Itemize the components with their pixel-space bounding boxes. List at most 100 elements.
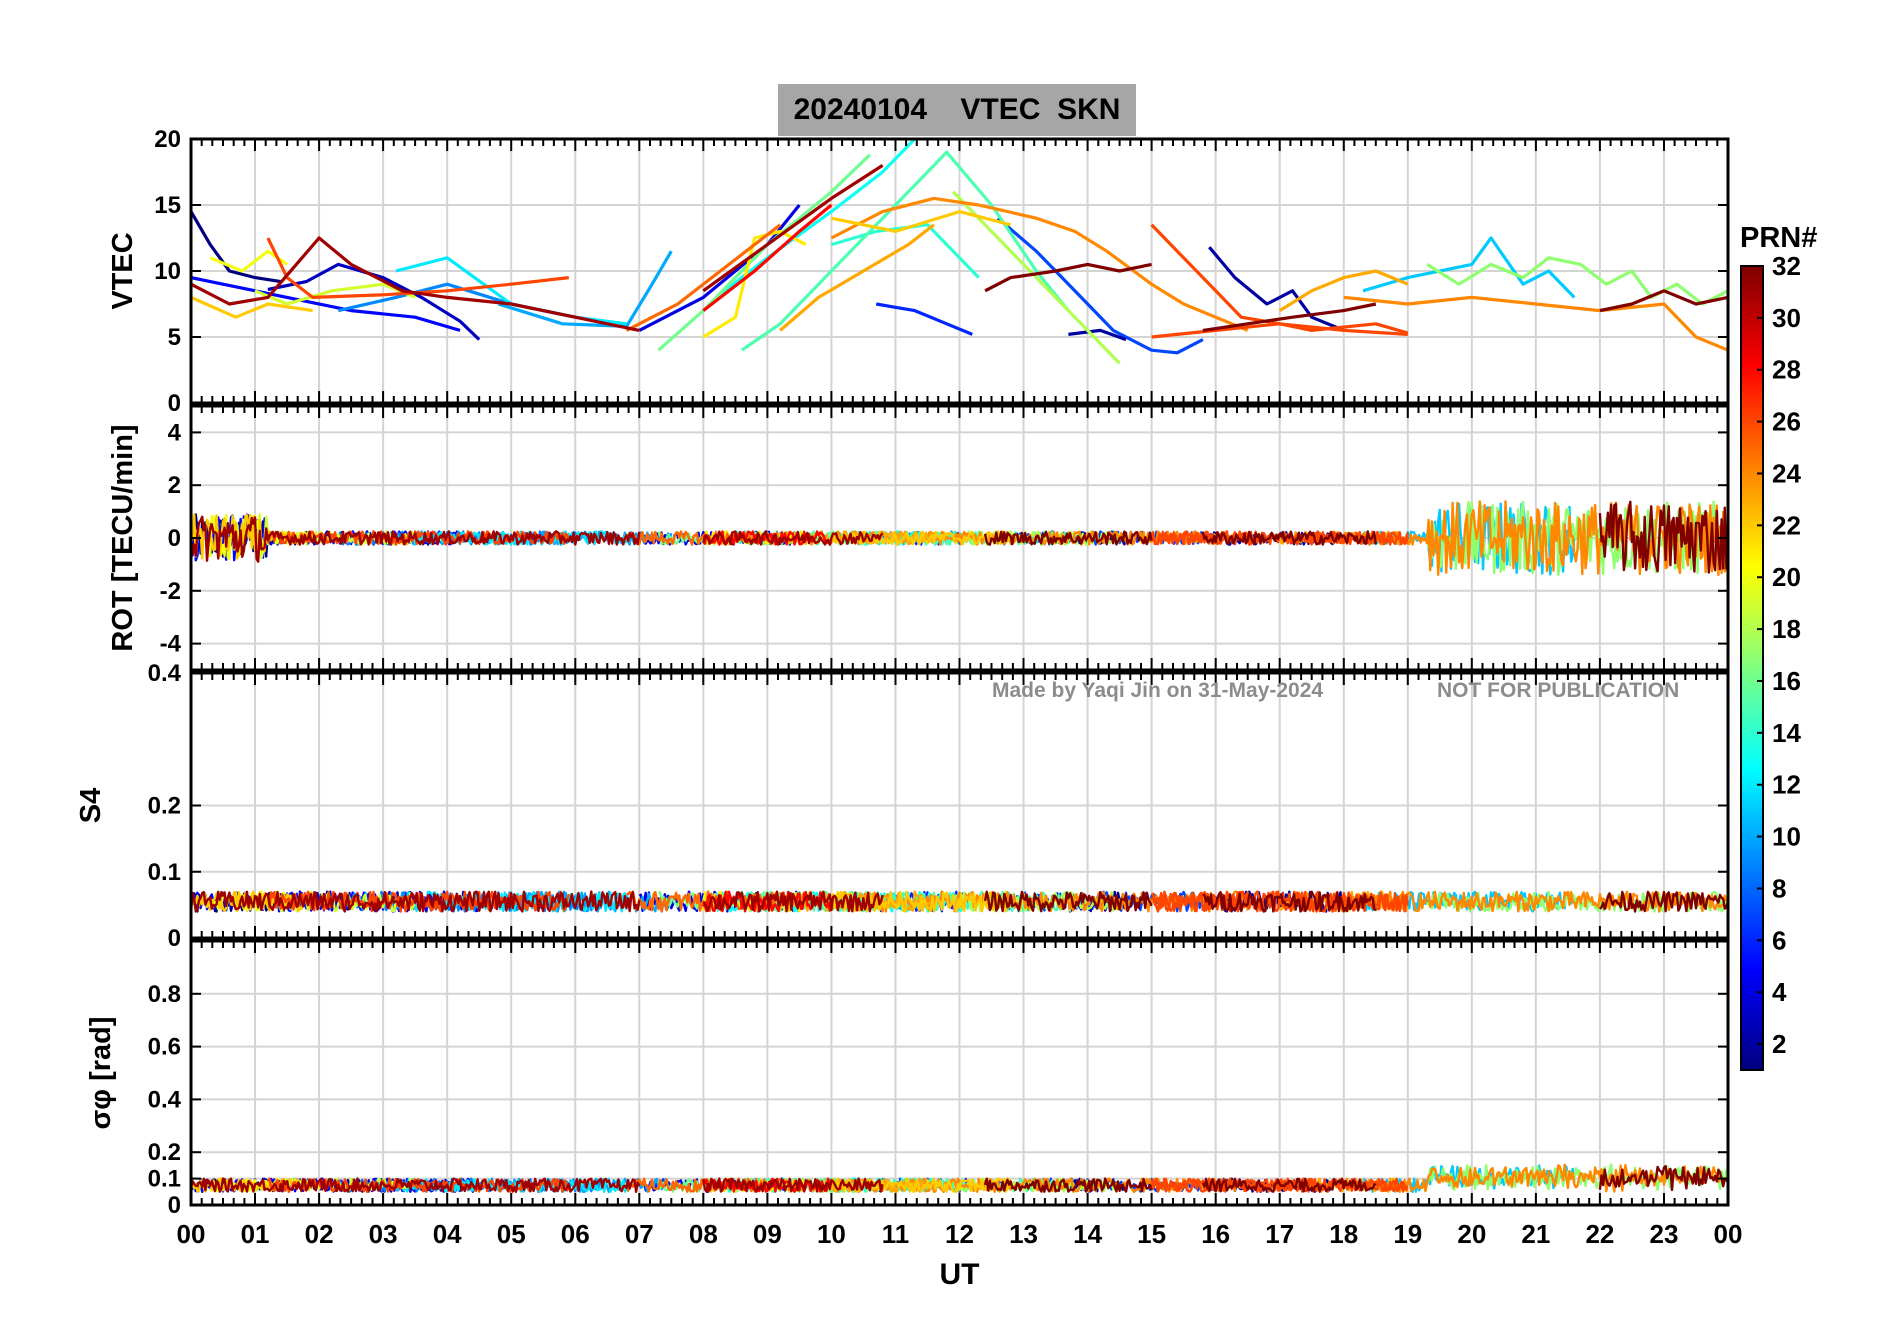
rot-ytick-label: 4 <box>168 419 182 446</box>
vtec-line-prn-17 <box>1426 256 1728 306</box>
s4-trace-prn-32 <box>983 890 1153 913</box>
x-tick-label: 05 <box>497 1219 526 1249</box>
chart-title: 20240104 VTEC SKN <box>778 84 1136 136</box>
sigma-trace-prn-28 <box>702 1177 833 1193</box>
colorbar-tick-label: 2 <box>1772 1029 1786 1059</box>
x-tick-label: 21 <box>1521 1219 1550 1249</box>
colorbar-tick-label: 28 <box>1772 355 1801 385</box>
colorbar-tick-label: 8 <box>1772 873 1786 903</box>
rot-x-ticks <box>190 406 1729 670</box>
sigma-trace-prn-24 <box>1342 1163 1728 1193</box>
vtec-line-prn-7 <box>996 216 1204 355</box>
watermark-notice: NOT FOR PUBLICATION <box>1437 679 1680 702</box>
x-tick-label: 00 <box>1714 1219 1743 1249</box>
sigma-trace-prn-31 <box>702 1177 884 1193</box>
x-tick-label: 08 <box>689 1219 718 1249</box>
colorbar-tick-label: 30 <box>1772 303 1801 333</box>
sigma-ytick-label: 0.8 <box>148 981 181 1008</box>
colorbar-tick-label: 12 <box>1772 770 1801 800</box>
panel-rot: -4 -2 0 2 4 ROT [TECU/min] <box>107 404 1730 672</box>
vtec-line-prn-3 <box>267 262 481 341</box>
vtec-line-prn-6 <box>875 302 973 336</box>
vtec-line-prn-24 <box>1343 295 1728 352</box>
rot-trace-prn-23 <box>779 530 936 546</box>
vtec-line-prn-26 <box>266 237 569 299</box>
x-tick-label: 16 <box>1201 1219 1230 1249</box>
sigma-data <box>191 1163 1728 1193</box>
x-tick-label: 03 <box>369 1219 398 1249</box>
rot-trace-prn-26 <box>266 530 570 546</box>
colorbar-tick-label: 32 <box>1772 251 1801 281</box>
rot-trace-prn-32 <box>983 530 1153 546</box>
vtec-line-prn-19 <box>254 282 416 306</box>
vtec-line-prn-26 <box>1150 223 1408 336</box>
x-tick-label: 19 <box>1393 1219 1422 1249</box>
sigma-trace-prn-32 <box>1201 1177 1377 1193</box>
s4-ytick-label: 0.1 <box>148 859 181 886</box>
rot-trace-prn-32 <box>1201 530 1377 546</box>
s4-ytick-label: 0.2 <box>148 793 181 820</box>
vtec-line-prn-23 <box>779 223 935 332</box>
panel-sigma: 00.10.2 0.4 0.6 0.8 σφ [rad] <box>85 939 1730 1219</box>
x-axis-label: UT <box>940 1258 980 1291</box>
x-tick-label: 23 <box>1649 1219 1678 1249</box>
s4-x-ticks <box>190 673 1729 938</box>
vtec-line-prn-15 <box>740 150 1070 352</box>
rot-trace-prn-22 <box>830 530 1012 546</box>
sigma-trace-prn-22 <box>830 1177 1012 1193</box>
vtec-line-prn-31 <box>702 164 884 293</box>
s4-trace-prn-31 <box>191 890 641 913</box>
sigma-ytick-label: 0.2 <box>148 1139 181 1166</box>
colorbar-tick-label: 6 <box>1772 925 1786 955</box>
vtec-line-prn-32 <box>984 262 1152 293</box>
sigma-trace-prn-15 <box>741 1177 1070 1193</box>
vtec-ylabel: VTEC <box>107 232 139 309</box>
x-tick-label: 18 <box>1329 1219 1358 1249</box>
colorbar-tick-label: 10 <box>1772 822 1801 852</box>
s4-trace-prn-31 <box>702 890 884 913</box>
rot-ytick-label: 2 <box>168 472 181 499</box>
colorbar-tick-label: 18 <box>1772 614 1801 644</box>
x-tick-label: 09 <box>753 1219 782 1249</box>
s4-ytick-label: 0 <box>168 925 181 952</box>
vtec-ytick-label: 10 <box>154 258 181 285</box>
colorbar-tick-label: 14 <box>1772 718 1801 748</box>
s4-trace-prn-32 <box>1202 890 1377 913</box>
rot-ytick-label: -4 <box>160 631 182 658</box>
colorbar-tick-label: 20 <box>1772 562 1801 592</box>
colorbar-tick-label: 16 <box>1772 666 1801 696</box>
vtec-line-prn-23 <box>1278 269 1409 312</box>
vtec-line-prn-11 <box>1362 236 1576 299</box>
colorbar-tick-label: 4 <box>1772 977 1787 1007</box>
s4-trace-prn-28 <box>702 890 833 913</box>
x-tick-label: 10 <box>817 1219 846 1249</box>
x-tick-label: 00 <box>177 1219 206 1249</box>
colorbar-tick-label: 22 <box>1772 510 1801 540</box>
x-tick-label: 04 <box>433 1219 462 1249</box>
vtec-ytick-label: 5 <box>168 324 181 351</box>
vtec-line-prn-14 <box>830 223 980 279</box>
x-tick-label: 22 <box>1585 1219 1614 1249</box>
rot-trace-prn-31 <box>702 530 884 546</box>
x-tick-label: 17 <box>1265 1219 1294 1249</box>
s4-ytick-label: 0.4 <box>148 660 182 687</box>
x-tick-label: 01 <box>241 1219 270 1249</box>
vtec-line-prn-2 <box>1068 328 1127 342</box>
vtec-line-prn-5 <box>191 276 461 332</box>
vtec-ytick-label: 0 <box>168 390 181 417</box>
vtec-ytick-label: 15 <box>154 192 181 219</box>
x-tick-label: 13 <box>1009 1219 1038 1249</box>
sigma-ytick-label: 0.1 <box>148 1166 181 1193</box>
vtec-ytick-label: 20 <box>154 126 181 153</box>
panel-s4: 0 0.1 0.2 0.4 S4 <box>75 660 1730 952</box>
vtec-line-prn-4 <box>638 203 801 332</box>
colorbar-tick-label: 24 <box>1772 458 1801 488</box>
vtec-line-prn-24 <box>830 196 1249 332</box>
vtec-line-prn-13 <box>715 139 916 299</box>
rot-ytick-label: -2 <box>160 578 181 605</box>
vtec-data <box>191 139 1728 365</box>
s4-trace-prn-32 <box>1599 890 1728 913</box>
